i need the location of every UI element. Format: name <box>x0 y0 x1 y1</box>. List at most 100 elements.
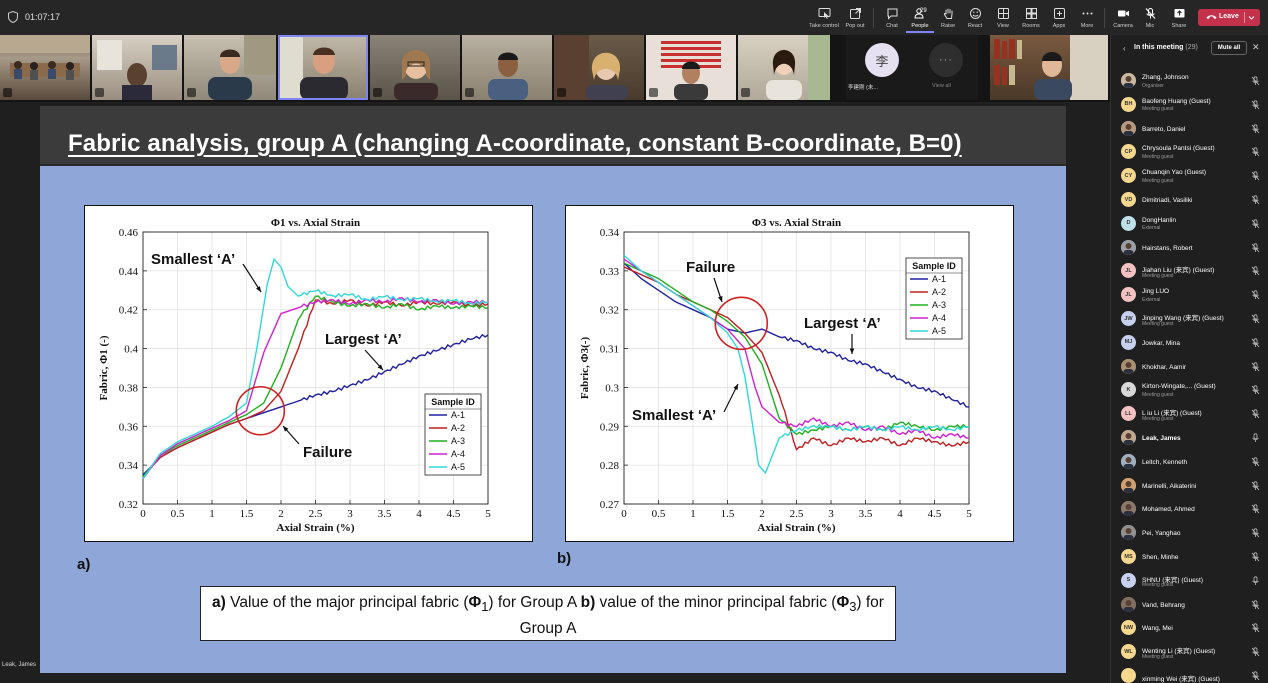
participant-row[interactable]: VD Dimitriadi, Vasiliki <box>1111 188 1268 212</box>
participant-row[interactable]: JL Jing LUO External <box>1111 283 1268 307</box>
mic-muted-icon[interactable] <box>1251 76 1260 86</box>
x-tick-label: 3 <box>828 508 834 520</box>
video-tile-active-speaker[interactable] <box>278 35 368 100</box>
video-tile[interactable] <box>738 35 830 100</box>
participant-row[interactable]: CP Chrysoula Pantsi (Guest) Meeting guest <box>1111 140 1268 164</box>
participant-row[interactable]: Barreto, Daniel <box>1111 117 1268 141</box>
video-tile[interactable] <box>0 35 90 100</box>
x-tick-label: 2 <box>278 508 284 520</box>
mic-muted-icon[interactable] <box>1251 623 1260 633</box>
participant-row[interactable]: MS Shen, Minhe <box>1111 545 1268 569</box>
view-all-tile[interactable]: ··· View all <box>918 35 978 100</box>
avatar <box>1121 358 1136 374</box>
mic-muted-icon[interactable] <box>1251 171 1260 181</box>
participant-row[interactable]: NW Wang, Mei <box>1111 616 1268 640</box>
pop-out-button[interactable]: Pop out <box>842 4 868 32</box>
mic-muted-icon[interactable] <box>1251 480 1260 491</box>
mic-muted-icon[interactable] <box>1251 409 1260 419</box>
rooms-button[interactable]: Rooms <box>1019 4 1043 32</box>
mic-muted-icon[interactable] <box>1251 671 1260 681</box>
close-icon[interactable]: ✕ <box>1252 42 1260 52</box>
participant-row[interactable]: Pei, Yanghao <box>1111 521 1268 545</box>
mute-all-button[interactable]: Mute all <box>1211 41 1247 55</box>
participant-row[interactable]: JL Jiahan Liu (来宾) (Guest) Meeting guest <box>1111 259 1268 283</box>
participant-row[interactable]: Marinelli, Aikaterini <box>1111 474 1268 498</box>
mic-muted-icon[interactable] <box>1251 242 1260 253</box>
participant-row[interactable]: WL Wenting Li (来宾) (Guest) Meeting guest <box>1111 640 1268 664</box>
participant-row[interactable]: D DongHanlin External <box>1111 212 1268 236</box>
mic-muted-icon[interactable] <box>1251 100 1260 110</box>
y-tick-label: 0.3 <box>605 382 619 394</box>
chevron-down-icon[interactable] <box>1248 14 1255 21</box>
mic-muted-icon[interactable] <box>1251 338 1260 348</box>
video-tile[interactable] <box>554 35 644 100</box>
mic-muted-icon[interactable] <box>1251 647 1260 657</box>
mic-muted-icon[interactable] <box>1251 361 1260 372</box>
x-tick-label: 2.5 <box>309 508 323 520</box>
meeting-timer: 01:07:17 <box>25 12 61 22</box>
leave-button[interactable]: Leave <box>1198 9 1260 26</box>
mic-muted-icon[interactable] <box>1251 599 1260 610</box>
video-tile[interactable] <box>92 35 182 100</box>
annotation-arrowhead <box>283 426 289 432</box>
mic-muted-icon[interactable] <box>1251 266 1260 276</box>
view-all-label: View all <box>932 83 951 89</box>
annotation-arrowhead <box>256 286 261 292</box>
participant-row[interactable]: Hairstans, Robert <box>1111 236 1268 260</box>
mic-muted-icon[interactable] <box>1251 528 1260 538</box>
participant-row[interactable]: S SHNU (来宾) (Guest) Meeting guest <box>1111 569 1268 593</box>
caption-b-text: value of the minor principal fabric ( <box>595 594 837 611</box>
mic-muted-icon[interactable] <box>1251 457 1260 467</box>
video-tile[interactable] <box>646 35 736 100</box>
participant-row[interactable]: LL L iu Li (来宾) (Guest) Meeting guest <box>1111 402 1268 426</box>
participants-panel: ‹ In this meeting (29) Mute all ✕ Zhang,… <box>1110 35 1268 683</box>
active-tab-indicator <box>906 31 934 33</box>
mic-muted-icon[interactable] <box>1251 290 1260 300</box>
participant-row[interactable]: Zhang, Johnson Organiser <box>1111 69 1268 93</box>
mic-muted-icon[interactable] <box>1251 219 1260 229</box>
x-tick-label: 3.5 <box>378 508 392 520</box>
participant-row[interactable]: Vand, Behrang <box>1111 593 1268 617</box>
mic-muted-icon[interactable] <box>1251 385 1260 395</box>
video-person <box>994 35 1108 100</box>
video-tile[interactable] <box>370 35 460 100</box>
participant-row[interactable]: BH Baofeng Huang (Guest) Meeting guest <box>1111 93 1268 117</box>
mic-muted-icon[interactable] <box>1251 552 1260 562</box>
participant-row[interactable]: Leak, James <box>1111 426 1268 450</box>
mic-muted-icon[interactable] <box>1251 314 1260 324</box>
camera-button[interactable]: Camera <box>1110 4 1136 32</box>
people-button[interactable]: 29 People <box>906 4 934 32</box>
mic-muted-icon[interactable] <box>1251 195 1260 205</box>
view-button[interactable]: View <box>991 4 1015 32</box>
participant-row[interactable]: MJ Jowkar, Mina <box>1111 331 1268 355</box>
mic-off-icon <box>1145 8 1155 19</box>
more-button[interactable]: More <box>1075 4 1099 32</box>
react-label: React <box>967 23 983 29</box>
mic-muted-icon[interactable] <box>1251 147 1260 157</box>
mic-on-icon[interactable] <box>1251 433 1260 443</box>
take-control-button[interactable]: Take control <box>808 4 840 32</box>
video-tile[interactable] <box>462 35 552 100</box>
video-tile-self[interactable] <box>990 35 1108 100</box>
mic-muted-icon[interactable] <box>1251 123 1260 134</box>
chevron-left-icon[interactable]: ‹ <box>1123 44 1126 53</box>
participant-row[interactable]: K Kirton-Wingate,... (Guest) Meeting guest <box>1111 378 1268 402</box>
mic-muted-icon[interactable] <box>1251 504 1260 514</box>
mic-on-icon[interactable] <box>1251 576 1260 586</box>
react-button[interactable]: React <box>963 4 987 32</box>
participant-row[interactable]: JW Jinping Wang (来宾) (Guest) Meeting guest <box>1111 307 1268 331</box>
video-tile[interactable] <box>184 35 276 100</box>
chat-button[interactable]: Chat <box>880 4 904 32</box>
mic-button[interactable]: Mic <box>1139 4 1161 32</box>
caption-a-marker: a) <box>212 594 226 611</box>
share-button[interactable]: Share <box>1166 4 1192 32</box>
avatar-tile[interactable]: 李 李建刚 (未... <box>846 35 918 100</box>
apps-button[interactable]: Apps <box>1047 4 1071 32</box>
participant-row[interactable]: xinming Wei (来宾) (Guest) <box>1111 664 1268 683</box>
participant-row[interactable]: Khokhar, Aamir <box>1111 355 1268 379</box>
participant-row[interactable]: Mohamed, Ahmed <box>1111 497 1268 521</box>
participant-row[interactable]: Leitch, Kenneth <box>1111 450 1268 474</box>
participant-row[interactable]: CY Chuanqin Yao (Guest) Meeting guest <box>1111 164 1268 188</box>
raise-hand-button[interactable]: Raise <box>936 4 960 32</box>
x-tick-label: 1 <box>209 508 215 520</box>
